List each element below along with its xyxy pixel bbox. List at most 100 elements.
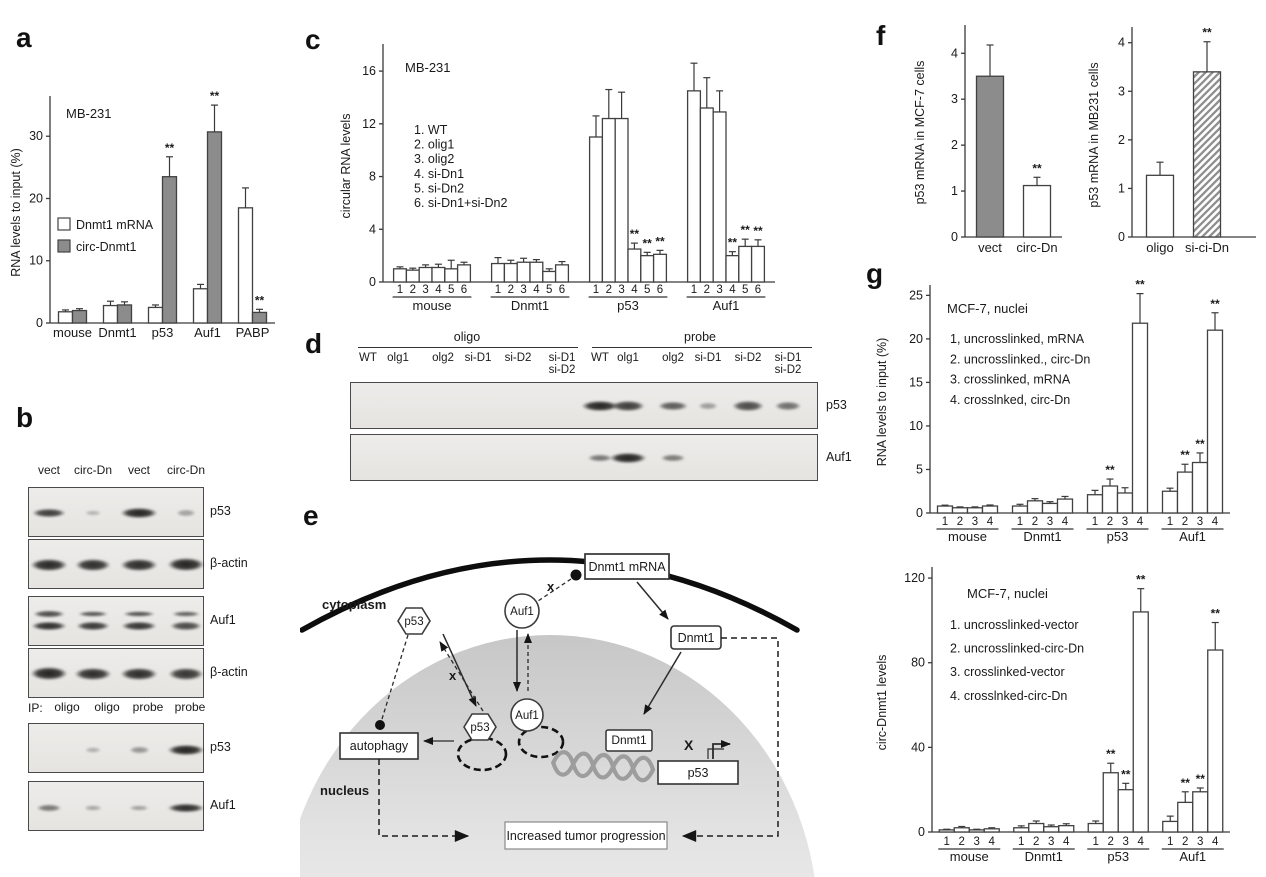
significance-label: ** bbox=[1106, 747, 1116, 761]
panel-e-diagram: cytoplasm nucleus p53 x x Auf1 Dnmt1 mRN… bbox=[300, 553, 815, 877]
blot-band bbox=[82, 804, 104, 812]
significance-label: ** bbox=[1211, 607, 1221, 621]
d-lane-label: si-D2 bbox=[734, 352, 762, 364]
bar-number-label: 3 bbox=[1122, 516, 1128, 528]
significance-label: ** bbox=[1105, 463, 1115, 477]
panel-f-left-chart: 0 1 2 3 4 p53 mRNA in MCF-7 cells vect circ-Dn *… bbox=[913, 25, 1062, 255]
auf1-nuc-label: Auf1 bbox=[515, 710, 539, 722]
group-label: p53 bbox=[1107, 849, 1129, 864]
bar-number-label: 6 bbox=[559, 284, 565, 296]
dnmt1-outcome-arrow bbox=[681, 637, 779, 842]
d-lane-label: olg2 bbox=[432, 352, 454, 364]
y-tick-label: 5 bbox=[916, 462, 923, 476]
autophagy-outcome-arrow bbox=[378, 759, 470, 842]
dnmt1-nuc-label: Dnmt1 bbox=[611, 733, 647, 747]
bar-number-label: 4 bbox=[435, 284, 442, 296]
y-tick-label: 1 bbox=[951, 184, 958, 198]
bar-number-label: 1 bbox=[1167, 516, 1173, 528]
bar bbox=[975, 75, 1005, 238]
blot-band bbox=[29, 507, 69, 519]
group-label: mouse bbox=[950, 849, 989, 864]
panel-g-letter: g bbox=[866, 258, 884, 289]
bar-number-label: 3 bbox=[1123, 836, 1129, 848]
mrna-dot bbox=[570, 569, 582, 581]
cell-membrane bbox=[300, 557, 800, 633]
panel-a-chart: 0 10 20 30 RNA levels to input (%) MB-231 mous… bbox=[10, 89, 275, 340]
bar-number-label: 6 bbox=[657, 284, 663, 296]
y-tick-label: 4 bbox=[951, 46, 958, 60]
bar-number-label: 3 bbox=[974, 836, 980, 848]
blot-row-label: p53 bbox=[210, 740, 231, 754]
blot-band bbox=[730, 400, 766, 412]
bar-number-label: 1 bbox=[1167, 836, 1173, 848]
legend-label: Dnmt1 mRNA bbox=[76, 218, 154, 232]
significance-label: ** bbox=[1195, 437, 1205, 451]
category-label: mouse bbox=[53, 325, 92, 340]
circrna-oval-auf1 bbox=[517, 725, 565, 759]
y-tick-label: 0 bbox=[918, 825, 925, 839]
blot-band bbox=[28, 557, 70, 573]
b-lane-label: vect bbox=[37, 463, 61, 477]
bar-number-label: 2 bbox=[1108, 836, 1114, 848]
dnmt1-mrna-label: Dnmt1 mRNA bbox=[588, 560, 666, 574]
y-tick-label: 40 bbox=[911, 740, 925, 754]
bar-number-label: 5 bbox=[546, 284, 552, 296]
dnmt1-cyto-label: Dnmt1 bbox=[678, 631, 715, 645]
autophagy-label: autophagy bbox=[350, 739, 409, 753]
blot-band bbox=[117, 507, 161, 519]
bar-number-label: 2 bbox=[1182, 836, 1188, 848]
y-tick-label: 4 bbox=[1118, 36, 1125, 50]
blot-band bbox=[164, 557, 208, 573]
bar-number-label: 3 bbox=[1197, 836, 1203, 848]
blot-band bbox=[773, 401, 803, 411]
blot-band bbox=[606, 452, 650, 464]
significance-label: ** bbox=[728, 236, 738, 250]
legend-line: 2. olig1 bbox=[414, 138, 454, 152]
p53-cyto-label: p53 bbox=[404, 616, 423, 628]
legend-line: 1. uncrosslinked-vector bbox=[950, 618, 1079, 632]
y-tick-label: 10 bbox=[29, 254, 43, 268]
bar-number-label: 5 bbox=[448, 284, 454, 296]
d-lane-label: si-D1 si-D2 bbox=[774, 352, 802, 377]
blot-band bbox=[696, 401, 720, 411]
p53-nuc-label: p53 bbox=[470, 722, 489, 734]
bar-number-label: 1 bbox=[944, 836, 950, 848]
bar-number-label: 3 bbox=[618, 284, 624, 296]
y-tick-label: 2 bbox=[951, 138, 958, 152]
chart-title: MB-231 bbox=[66, 106, 112, 121]
bar-number-label: 1 bbox=[942, 516, 948, 528]
blot-band bbox=[31, 610, 67, 618]
d-group-underline bbox=[358, 347, 578, 348]
significance-label: ** bbox=[643, 236, 653, 250]
dnmt1-mrna-box bbox=[584, 553, 670, 580]
bar-number-label: 4 bbox=[1212, 516, 1219, 528]
legend-line: 3. crosslinked-vector bbox=[950, 665, 1065, 679]
significance-label: ** bbox=[165, 141, 175, 155]
p53-gene-label: p53 bbox=[688, 766, 709, 780]
panel-c-letter: c bbox=[305, 24, 321, 55]
p53-nucleus-node: p53 bbox=[463, 713, 497, 741]
translation-arrow bbox=[636, 581, 669, 620]
group-label: Auf1 bbox=[1179, 529, 1206, 544]
d-group-underline bbox=[592, 347, 812, 348]
y-tick-label: 0 bbox=[369, 275, 376, 289]
d-lane-label: si-D2 bbox=[504, 352, 532, 364]
category-label: vect bbox=[978, 240, 1002, 255]
legend-line: 1. WT bbox=[414, 123, 448, 137]
group-label: mouse bbox=[412, 298, 451, 313]
d-lane-label: olg2 bbox=[662, 352, 684, 364]
p53-import-arrow bbox=[442, 633, 477, 707]
bar-number-label: 3 bbox=[1048, 836, 1054, 848]
bar bbox=[1206, 329, 1224, 514]
significance-label: ** bbox=[1196, 772, 1206, 786]
b-ip-lane-label: oligo bbox=[54, 700, 80, 714]
bar-number-label: 3 bbox=[422, 284, 428, 296]
blot-band bbox=[118, 557, 160, 573]
bar-number-label: 6 bbox=[755, 284, 761, 296]
bar-number-label: 2 bbox=[704, 284, 710, 296]
y-axis-title: circular RNA levels bbox=[339, 114, 353, 219]
bar-number-label: 4 bbox=[1137, 516, 1144, 528]
bar bbox=[1192, 71, 1222, 238]
y-axis-title: p53 mRNA in MCF-7 cells bbox=[913, 61, 927, 205]
